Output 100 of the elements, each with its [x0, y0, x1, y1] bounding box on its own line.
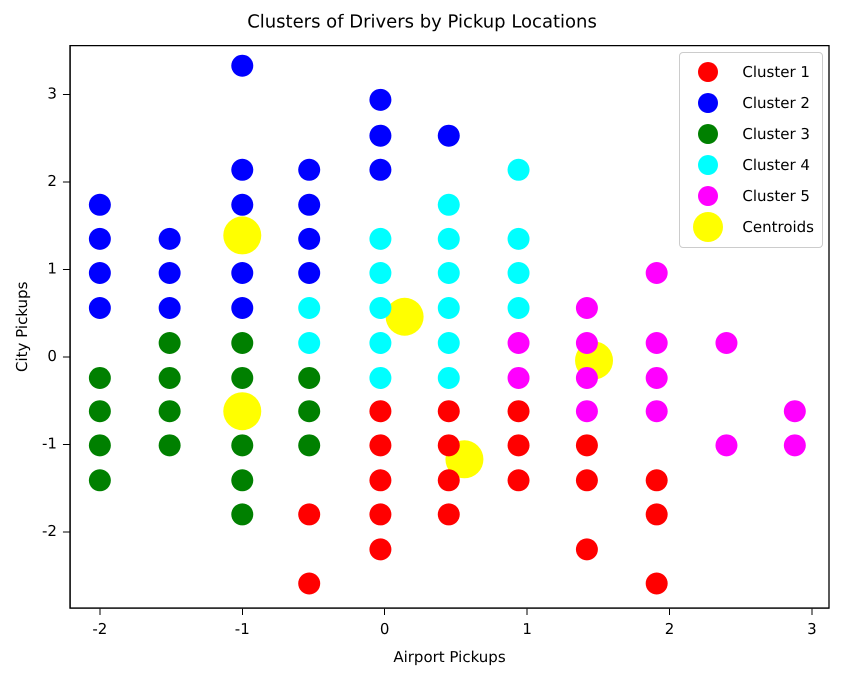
point: [508, 262, 530, 284]
point: [158, 228, 181, 250]
point: [646, 400, 668, 422]
point: [298, 262, 320, 284]
x-tick-label: 2: [664, 620, 674, 638]
point: [369, 538, 392, 560]
point: [438, 503, 460, 526]
x-tick-label: 3: [807, 620, 817, 638]
legend-label: Cluster 4: [742, 156, 810, 174]
point: [223, 216, 262, 254]
legend-label: Cluster 2: [742, 94, 810, 112]
point: [231, 366, 254, 389]
point: [231, 434, 254, 456]
point: [88, 262, 111, 284]
point: [88, 194, 111, 216]
point: [646, 469, 668, 492]
point: [369, 296, 392, 319]
point: [158, 262, 181, 284]
point: [715, 332, 738, 354]
legend-label: Centroids: [742, 218, 814, 236]
point: [158, 296, 181, 319]
point: [386, 298, 424, 336]
point: [438, 228, 460, 250]
point: [298, 366, 320, 389]
point: [298, 332, 320, 354]
point: [369, 503, 392, 526]
point: [508, 158, 530, 181]
point: [88, 366, 111, 389]
y-tick-label: 2: [47, 172, 57, 190]
point: [646, 572, 668, 595]
point: [508, 228, 530, 250]
chart-title: Clusters of Drivers by Pickup Locations: [247, 11, 597, 32]
point: [438, 366, 460, 389]
point: [576, 434, 598, 456]
point: [158, 434, 181, 456]
point: [298, 400, 320, 422]
y-tick-label: -2: [42, 522, 57, 540]
point: [231, 262, 254, 284]
point: [158, 366, 181, 389]
point: [784, 434, 806, 456]
point: [784, 400, 806, 422]
point: [369, 228, 392, 250]
y-tick-label: 0: [47, 346, 57, 365]
point: [576, 332, 598, 354]
x-tick-label: 0: [380, 620, 390, 638]
point: [223, 392, 262, 430]
point: [438, 434, 460, 456]
point: [158, 400, 181, 422]
y-tick-label: 1: [47, 259, 57, 278]
point: [576, 469, 598, 492]
y-tick-label: 3: [47, 84, 57, 102]
point: [715, 434, 738, 456]
x-tick-label: -1: [234, 620, 250, 638]
point: [438, 296, 460, 319]
point: [231, 194, 254, 216]
point: [576, 400, 598, 422]
point: [438, 332, 460, 354]
point: [438, 124, 460, 147]
point: [369, 88, 392, 111]
point: [508, 366, 530, 389]
legend-label: Cluster 5: [742, 187, 810, 206]
point: [576, 296, 598, 319]
point: [508, 434, 530, 456]
x-tick-label: -2: [92, 620, 108, 638]
point: [88, 434, 111, 456]
point: [508, 400, 530, 422]
point: [369, 262, 392, 284]
x-axis-title: Airport Pickups: [393, 648, 506, 666]
legend-label: Cluster 3: [742, 125, 810, 144]
point: [158, 332, 181, 354]
point: [438, 400, 460, 422]
point: [646, 332, 668, 354]
point: [508, 332, 530, 354]
point: [88, 228, 111, 250]
point: [231, 54, 254, 77]
point: [231, 503, 254, 526]
point: [369, 124, 392, 147]
point: [298, 228, 320, 250]
point: [231, 332, 254, 354]
point: [231, 296, 254, 319]
point: [646, 366, 668, 389]
point: [369, 400, 392, 422]
point: [88, 400, 111, 422]
point: [298, 572, 320, 595]
point: [508, 469, 530, 492]
legend-label: Cluster 1: [742, 63, 810, 82]
point: [369, 158, 392, 181]
point: [369, 366, 392, 389]
point: [369, 332, 392, 354]
point: [231, 469, 254, 492]
point: [231, 158, 254, 181]
point: [298, 434, 320, 456]
point: [646, 503, 668, 526]
point: [646, 262, 668, 284]
point: [88, 296, 111, 319]
point: [576, 366, 598, 389]
point: [369, 434, 392, 456]
point: [576, 538, 598, 560]
point: [438, 194, 460, 216]
x-tick-label: 1: [522, 620, 532, 638]
